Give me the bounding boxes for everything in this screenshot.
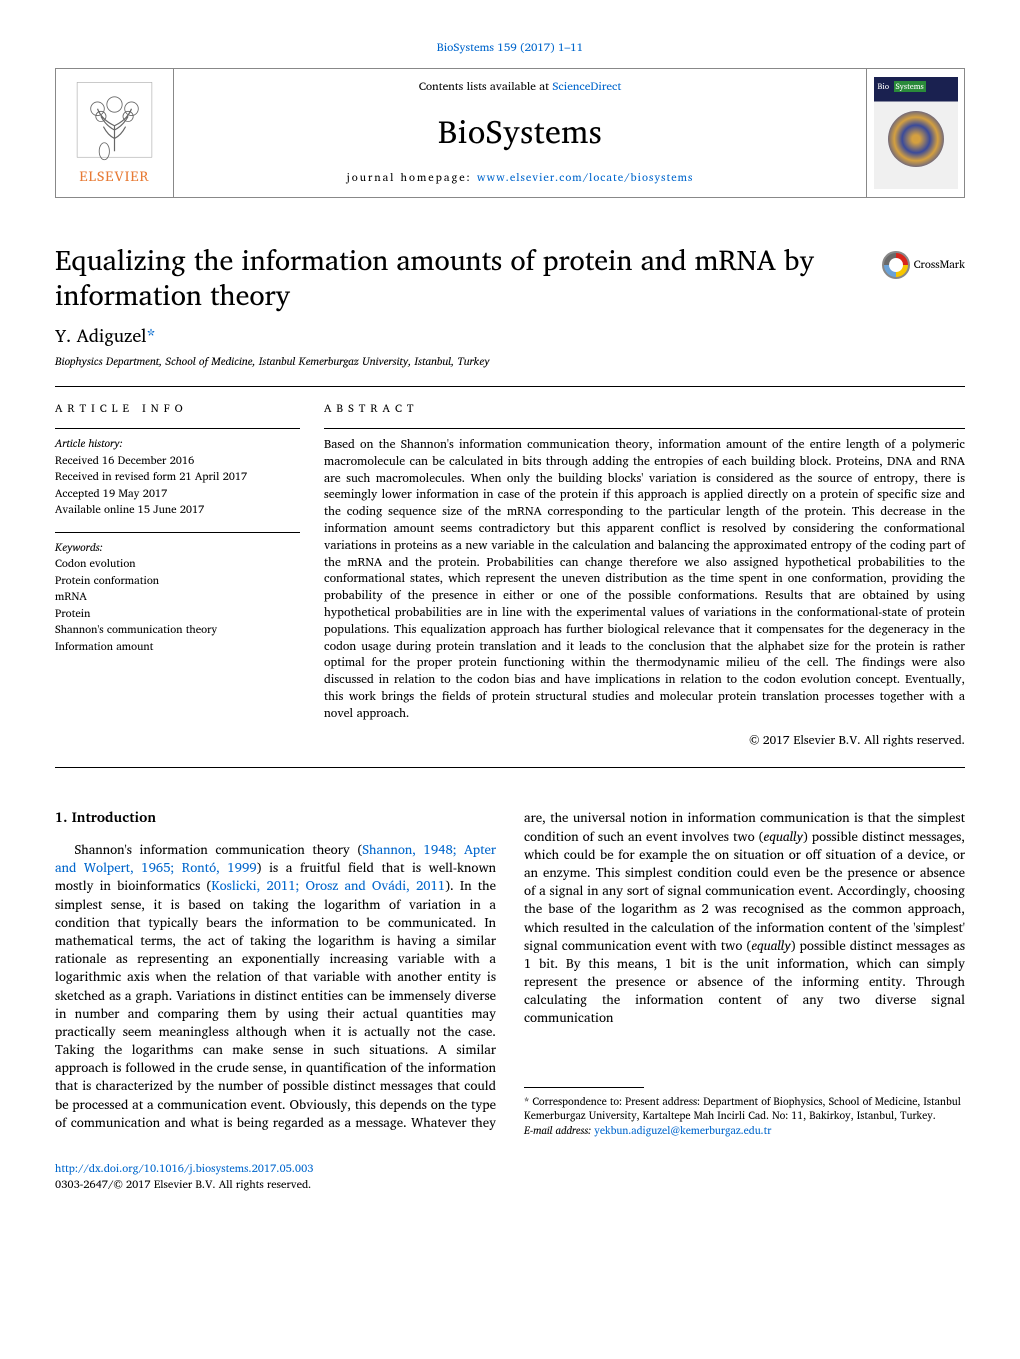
journal-reference[interactable]: BioSystems 159 (2017) 1–11	[55, 40, 965, 56]
elsevier-tree-icon	[72, 79, 157, 164]
keywords-block: Keywords: Codon evolution Protein confor…	[55, 539, 300, 655]
contents-available: Contents lists available at ScienceDirec…	[419, 79, 622, 95]
keyword: Protein conformation	[55, 572, 300, 589]
homepage-prefix: journal homepage:	[347, 168, 477, 186]
crossmark-icon	[882, 251, 910, 279]
info-abstract-block: ARTICLE INFO Article history: Received 1…	[55, 386, 965, 769]
history-accepted: Accepted 19 May 2017	[55, 485, 300, 502]
keyword: Shannon's communication theory	[55, 621, 300, 638]
doi-block: http://dx.doi.org/10.1016/j.biosystems.2…	[55, 1160, 965, 1193]
article-info-column: ARTICLE INFO Article history: Received 1…	[55, 401, 300, 750]
body-paragraph: Shannon's information communication theo…	[55, 808, 965, 1137]
history-revised: Received in revised form 21 April 2017	[55, 468, 300, 485]
publisher-logo[interactable]: ELSEVIER	[56, 69, 174, 197]
copyright: © 2017 Elsevier B.V. All rights reserved…	[324, 733, 965, 750]
cover-sys-text: Systems	[894, 81, 926, 92]
abstract-heading: ABSTRACT	[324, 401, 965, 416]
correspondence-footnote: * Correspondence to: Present address: De…	[524, 1094, 965, 1123]
masthead-center: Contents lists available at ScienceDirec…	[174, 69, 866, 197]
section-heading: 1. Introduction	[55, 808, 496, 828]
keyword: Protein	[55, 605, 300, 622]
keyword: mRNA	[55, 588, 300, 605]
masthead: ELSEVIER Contents lists available at Sci…	[55, 68, 965, 198]
doi-link[interactable]: http://dx.doi.org/10.1016/j.biosystems.2…	[55, 1159, 314, 1177]
publisher-name: ELSEVIER	[79, 167, 149, 187]
email-label: E-mail address:	[524, 1121, 594, 1139]
cover-art	[888, 111, 944, 167]
email-link[interactable]: yekbun.adiguzel@kemerburgaz.edu.tr	[594, 1121, 771, 1139]
body-text: 1. Introduction Shannon's information co…	[55, 808, 965, 1137]
email-footnote: E-mail address: yekbun.adiguzel@kemerbur…	[524, 1123, 965, 1138]
article-history: Article history: Received 16 December 20…	[55, 435, 300, 518]
article-title: Equalizing the information amounts of pr…	[55, 243, 862, 313]
history-header: Article history:	[55, 435, 300, 452]
keywords-header: Keywords:	[55, 539, 300, 556]
abstract-text: Based on the Shannon's information commu…	[324, 437, 965, 723]
affiliation: Biophysics Department, School of Medicin…	[55, 354, 965, 369]
issn-copyright: 0303-2647/© 2017 Elsevier B.V. All right…	[55, 1175, 311, 1193]
journal-homepage: journal homepage: www.elsevier.com/locat…	[347, 170, 694, 185]
article-info-heading: ARTICLE INFO	[55, 401, 300, 416]
journal-cover[interactable]: Bio Systems	[866, 69, 964, 197]
cover-thumbnail: Bio Systems	[874, 77, 958, 189]
abstract-column: ABSTRACT Based on the Shannon's informat…	[324, 401, 965, 750]
keyword: Codon evolution	[55, 555, 300, 572]
footnote-rule	[524, 1087, 644, 1088]
homepage-link[interactable]: www.elsevier.com/locate/biosystems	[477, 168, 694, 186]
crossmark-label: CrossMark	[914, 257, 965, 272]
keyword: Information amount	[55, 638, 300, 655]
author-corr-marker[interactable]: *	[147, 320, 156, 350]
history-received: Received 16 December 2016	[55, 452, 300, 469]
journal-name: BioSystems	[438, 110, 602, 155]
sciencedirect-link[interactable]: ScienceDirect	[552, 77, 621, 96]
author-name: Y. Adiguzel	[55, 320, 147, 350]
history-online: Available online 15 June 2017	[55, 501, 300, 518]
authors: Y. Adiguzel*	[55, 323, 965, 348]
text-run: ). In the simplest sense, it is based on…	[55, 874, 496, 1042]
contents-prefix: Contents lists available at	[419, 77, 553, 96]
crossmark-badge[interactable]: CrossMark	[882, 251, 965, 279]
cover-bio-text: Bio	[878, 81, 890, 92]
